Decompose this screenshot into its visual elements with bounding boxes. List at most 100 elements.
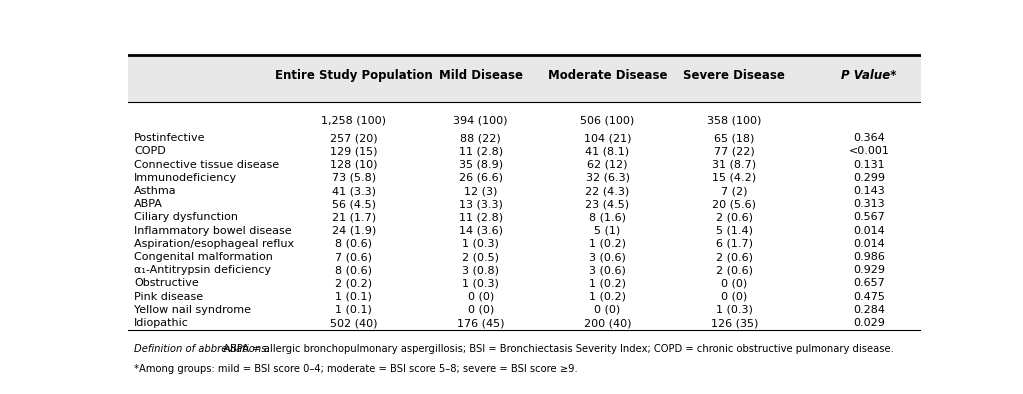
Text: 5 (1): 5 (1) bbox=[594, 226, 621, 236]
Text: 358 (100): 358 (100) bbox=[707, 115, 761, 125]
Text: Aspiration/esophageal reflux: Aspiration/esophageal reflux bbox=[134, 239, 295, 249]
Text: 2 (0.6): 2 (0.6) bbox=[716, 252, 753, 262]
Text: 1 (0.2): 1 (0.2) bbox=[589, 279, 626, 288]
Text: 126 (35): 126 (35) bbox=[711, 318, 758, 328]
Text: 0.284: 0.284 bbox=[853, 305, 885, 315]
Text: *Among groups: mild = BSI score 0–4; moderate = BSI score 5–8; severe = BSI scor: *Among groups: mild = BSI score 0–4; mod… bbox=[134, 364, 578, 374]
Text: Idiopathic: Idiopathic bbox=[134, 318, 189, 328]
Text: 0 (0): 0 (0) bbox=[468, 305, 494, 315]
Text: 8 (1.6): 8 (1.6) bbox=[589, 212, 626, 223]
Text: 0.475: 0.475 bbox=[853, 292, 885, 302]
Text: 128 (10): 128 (10) bbox=[330, 160, 377, 170]
Text: 0.131: 0.131 bbox=[853, 160, 885, 170]
Text: 0 (0): 0 (0) bbox=[721, 279, 748, 288]
Text: Connective tissue disease: Connective tissue disease bbox=[134, 160, 279, 170]
Text: Mild Disease: Mild Disease bbox=[439, 69, 523, 82]
Text: 1 (0.2): 1 (0.2) bbox=[589, 239, 626, 249]
Text: Postinfective: Postinfective bbox=[134, 133, 206, 143]
Text: 11 (2.8): 11 (2.8) bbox=[458, 147, 502, 156]
Text: 394 (100): 394 (100) bbox=[453, 115, 508, 125]
Text: 2 (0.6): 2 (0.6) bbox=[716, 265, 753, 275]
Text: 0.567: 0.567 bbox=[853, 212, 885, 223]
Text: 2 (0.5): 2 (0.5) bbox=[462, 252, 499, 262]
Text: 1 (0.1): 1 (0.1) bbox=[336, 292, 372, 302]
Text: 2 (0.6): 2 (0.6) bbox=[716, 212, 753, 223]
Text: 56 (4.5): 56 (4.5) bbox=[331, 199, 375, 209]
Text: 0.014: 0.014 bbox=[853, 239, 885, 249]
Text: 41 (3.3): 41 (3.3) bbox=[331, 186, 375, 196]
Text: 12 (3): 12 (3) bbox=[464, 186, 497, 196]
Text: 1 (0.2): 1 (0.2) bbox=[589, 292, 626, 302]
Text: 11 (2.8): 11 (2.8) bbox=[458, 212, 502, 223]
Text: 104 (21): 104 (21) bbox=[584, 133, 631, 143]
Text: 257 (20): 257 (20) bbox=[330, 133, 377, 143]
Text: 24 (1.9): 24 (1.9) bbox=[331, 226, 376, 236]
Text: 73 (5.8): 73 (5.8) bbox=[331, 173, 375, 183]
Text: Asthma: Asthma bbox=[134, 186, 177, 196]
Text: 3 (0.8): 3 (0.8) bbox=[462, 265, 499, 275]
Text: 0.364: 0.364 bbox=[853, 133, 885, 143]
Text: Ciliary dysfunction: Ciliary dysfunction bbox=[134, 212, 238, 223]
Text: 1 (0.3): 1 (0.3) bbox=[716, 305, 753, 315]
Text: 0.313: 0.313 bbox=[853, 199, 885, 209]
Text: 7 (0.6): 7 (0.6) bbox=[336, 252, 372, 262]
Text: 65 (18): 65 (18) bbox=[714, 133, 755, 143]
Text: 0.657: 0.657 bbox=[853, 279, 885, 288]
Text: 5 (1.4): 5 (1.4) bbox=[716, 226, 753, 236]
Text: 35 (8.9): 35 (8.9) bbox=[458, 160, 502, 170]
Text: 0.029: 0.029 bbox=[853, 318, 885, 328]
Text: 1 (0.3): 1 (0.3) bbox=[462, 239, 499, 249]
Text: 0.986: 0.986 bbox=[853, 252, 885, 262]
Text: 41 (8.1): 41 (8.1) bbox=[585, 147, 629, 156]
Text: 129 (15): 129 (15) bbox=[330, 147, 377, 156]
Text: 8 (0.6): 8 (0.6) bbox=[336, 265, 372, 275]
Text: 22 (4.3): 22 (4.3) bbox=[585, 186, 630, 196]
Text: 14 (3.6): 14 (3.6) bbox=[458, 226, 502, 236]
Text: 13 (3.3): 13 (3.3) bbox=[458, 199, 502, 209]
Text: 0.299: 0.299 bbox=[853, 173, 885, 183]
Text: Moderate Disease: Moderate Disease bbox=[547, 69, 667, 82]
Text: 1 (0.3): 1 (0.3) bbox=[462, 279, 499, 288]
Text: ABPA = allergic bronchopulmonary aspergillosis; BSI = Bronchiectasis Severity In: ABPA = allergic bronchopulmonary aspergi… bbox=[220, 344, 893, 354]
Text: Congenital malformation: Congenital malformation bbox=[134, 252, 273, 262]
Text: Severe Disease: Severe Disease bbox=[683, 69, 786, 82]
Text: 200 (40): 200 (40) bbox=[584, 318, 631, 328]
Text: 77 (22): 77 (22) bbox=[714, 147, 755, 156]
Text: 26 (6.6): 26 (6.6) bbox=[458, 173, 502, 183]
Text: 2 (0.2): 2 (0.2) bbox=[336, 279, 372, 288]
Text: COPD: COPD bbox=[134, 147, 166, 156]
Text: 506 (100): 506 (100) bbox=[580, 115, 634, 125]
Text: Immunodeficiency: Immunodeficiency bbox=[134, 173, 237, 183]
Text: <0.001: <0.001 bbox=[849, 147, 890, 156]
Text: 7 (2): 7 (2) bbox=[721, 186, 748, 196]
Text: Obstructive: Obstructive bbox=[134, 279, 198, 288]
Text: 0 (0): 0 (0) bbox=[468, 292, 494, 302]
Text: 0.929: 0.929 bbox=[853, 265, 885, 275]
Text: 3 (0.6): 3 (0.6) bbox=[589, 252, 626, 262]
Text: 1 (0.1): 1 (0.1) bbox=[336, 305, 372, 315]
Text: 88 (22): 88 (22) bbox=[460, 133, 501, 143]
Text: 0 (0): 0 (0) bbox=[594, 305, 621, 315]
Text: Pink disease: Pink disease bbox=[134, 292, 204, 302]
Text: ABPA: ABPA bbox=[134, 199, 163, 209]
Text: 0 (0): 0 (0) bbox=[721, 292, 748, 302]
Text: 176 (45): 176 (45) bbox=[457, 318, 504, 328]
Text: 6 (1.7): 6 (1.7) bbox=[716, 239, 753, 249]
Text: 0.143: 0.143 bbox=[853, 186, 885, 196]
Text: 8 (0.6): 8 (0.6) bbox=[336, 239, 372, 249]
Text: 21 (1.7): 21 (1.7) bbox=[331, 212, 375, 223]
Text: 15 (4.2): 15 (4.2) bbox=[712, 173, 756, 183]
Text: 62 (12): 62 (12) bbox=[587, 160, 628, 170]
Text: Entire Study Population: Entire Study Population bbox=[275, 69, 433, 82]
Text: Definition of abbreviations:: Definition of abbreviations: bbox=[134, 344, 270, 354]
Text: 1,258 (100): 1,258 (100) bbox=[321, 115, 387, 125]
Text: 23 (4.5): 23 (4.5) bbox=[585, 199, 629, 209]
Text: 0.014: 0.014 bbox=[853, 226, 885, 236]
Text: 20 (5.6): 20 (5.6) bbox=[712, 199, 756, 209]
Text: 3 (0.6): 3 (0.6) bbox=[589, 265, 626, 275]
Text: 31 (8.7): 31 (8.7) bbox=[712, 160, 756, 170]
Text: Inflammatory bowel disease: Inflammatory bowel disease bbox=[134, 226, 292, 236]
Text: P Value*: P Value* bbox=[842, 69, 897, 82]
Text: Yellow nail syndrome: Yellow nail syndrome bbox=[134, 305, 252, 315]
Text: α₁-Antitrypsin deficiency: α₁-Antitrypsin deficiency bbox=[134, 265, 271, 275]
